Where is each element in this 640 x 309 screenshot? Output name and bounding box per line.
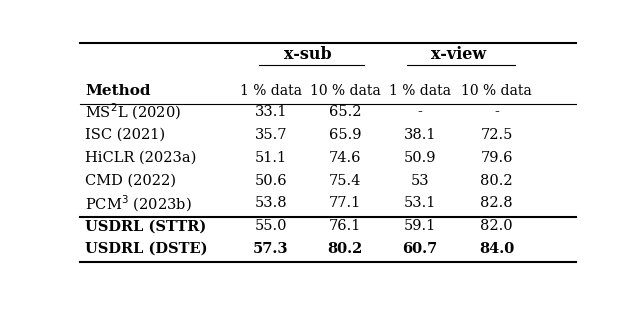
Text: 1 % data: 1 % data — [388, 84, 451, 98]
Text: CMD (2022): CMD (2022) — [85, 174, 176, 188]
Text: USDRL (DSTE): USDRL (DSTE) — [85, 242, 207, 256]
Text: 51.1: 51.1 — [255, 151, 287, 165]
Text: 74.6: 74.6 — [329, 151, 362, 165]
Text: 75.4: 75.4 — [329, 174, 362, 188]
Text: 76.1: 76.1 — [329, 219, 362, 233]
Text: ISC (2021): ISC (2021) — [85, 128, 165, 142]
Text: 53.1: 53.1 — [404, 197, 436, 210]
Text: x-sub: x-sub — [284, 46, 332, 63]
Text: 65.9: 65.9 — [329, 128, 362, 142]
Text: 35.7: 35.7 — [255, 128, 287, 142]
Text: 50.6: 50.6 — [255, 174, 287, 188]
Text: 82.8: 82.8 — [481, 197, 513, 210]
Text: 10 % data: 10 % data — [310, 84, 381, 98]
Text: 59.1: 59.1 — [404, 219, 436, 233]
Text: 53.8: 53.8 — [255, 197, 287, 210]
Text: 72.5: 72.5 — [481, 128, 513, 142]
Text: 82.0: 82.0 — [481, 219, 513, 233]
Text: 55.0: 55.0 — [255, 219, 287, 233]
Text: USDRL (STTR): USDRL (STTR) — [85, 219, 206, 233]
Text: 80.2: 80.2 — [328, 242, 363, 256]
Text: x-view: x-view — [431, 46, 486, 63]
Text: 57.3: 57.3 — [253, 242, 289, 256]
Text: 77.1: 77.1 — [329, 197, 362, 210]
Text: PCM$^3$ (2023b): PCM$^3$ (2023b) — [85, 193, 191, 214]
Text: 79.6: 79.6 — [481, 151, 513, 165]
Text: MS$^2$L (2020): MS$^2$L (2020) — [85, 102, 181, 122]
Text: 80.2: 80.2 — [481, 174, 513, 188]
Text: 50.9: 50.9 — [403, 151, 436, 165]
Text: 1 % data: 1 % data — [240, 84, 302, 98]
Text: 10 % data: 10 % data — [461, 84, 532, 98]
Text: -: - — [494, 105, 499, 119]
Text: Method: Method — [85, 84, 150, 98]
Text: 65.2: 65.2 — [329, 105, 362, 119]
Text: 84.0: 84.0 — [479, 242, 515, 256]
Text: -: - — [417, 105, 422, 119]
Text: 33.1: 33.1 — [255, 105, 287, 119]
Text: 53: 53 — [410, 174, 429, 188]
Text: HiCLR (2023a): HiCLR (2023a) — [85, 151, 196, 165]
Text: 38.1: 38.1 — [403, 128, 436, 142]
Text: 60.7: 60.7 — [402, 242, 437, 256]
